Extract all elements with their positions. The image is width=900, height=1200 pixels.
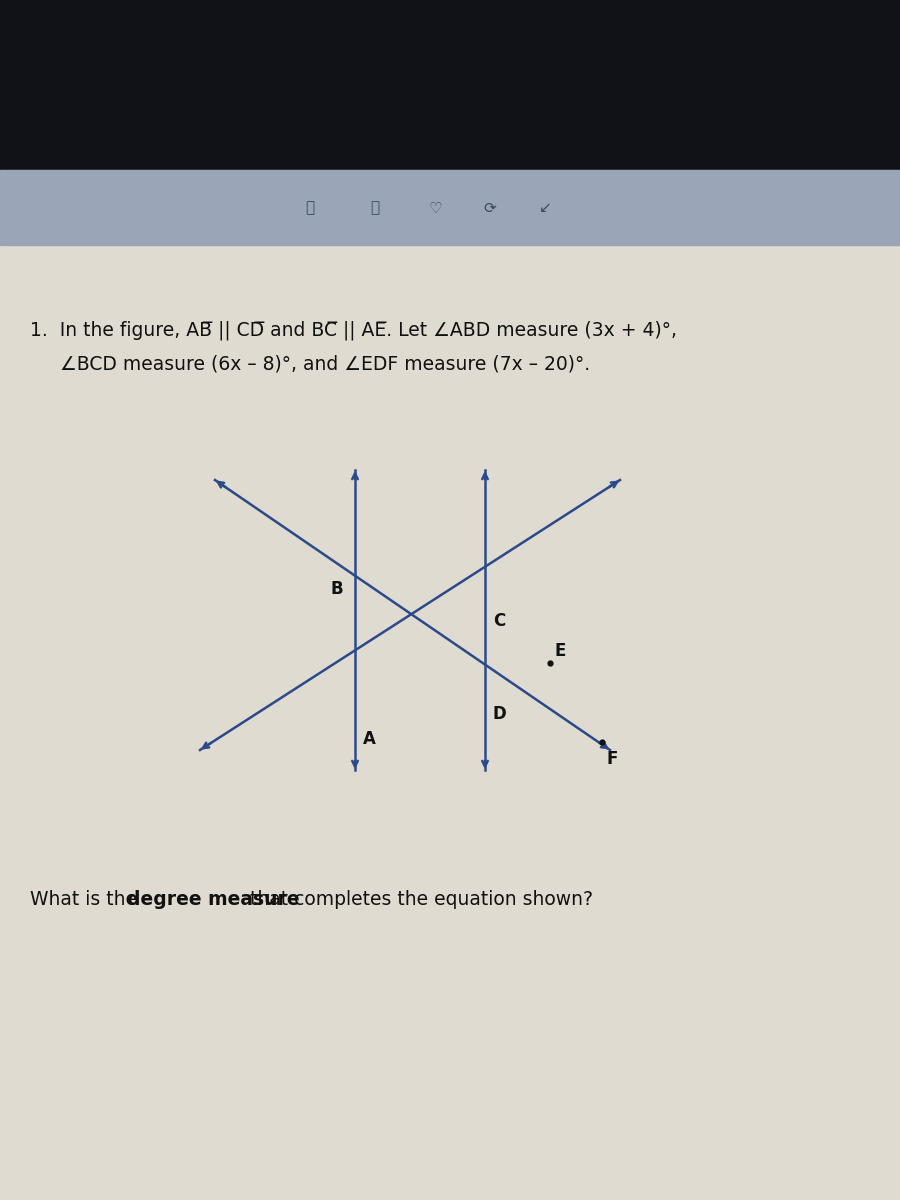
Bar bbox=[0, 0, 900, 170]
Text: D: D bbox=[493, 704, 507, 722]
Text: F: F bbox=[607, 750, 618, 768]
Text: degree measure: degree measure bbox=[127, 890, 300, 910]
Text: ⎕: ⎕ bbox=[371, 200, 380, 216]
Text: that completes the equation shown?: that completes the equation shown? bbox=[244, 890, 593, 910]
Text: 1.  In the figure, AB̅ || CD̅ and BC̅ || AE̅. Let ∠ABD measure (3x + 4)°,: 1. In the figure, AB̅ || CD̅ and BC̅ || … bbox=[30, 320, 677, 340]
Bar bbox=[0, 170, 900, 245]
Text: ⟳: ⟳ bbox=[483, 200, 497, 216]
Text: ∠BCD measure (6x – 8)°, and ∠EDF measure (7x – 20)°.: ∠BCD measure (6x – 8)°, and ∠EDF measure… bbox=[60, 355, 590, 374]
Text: C: C bbox=[493, 612, 505, 630]
Text: ♡: ♡ bbox=[428, 200, 442, 216]
Text: ↙: ↙ bbox=[538, 200, 552, 216]
Text: What is the: What is the bbox=[30, 890, 143, 910]
Text: A: A bbox=[363, 730, 376, 748]
Text: E: E bbox=[555, 642, 566, 660]
Text: ⌕: ⌕ bbox=[305, 200, 315, 216]
Text: B: B bbox=[330, 580, 343, 598]
